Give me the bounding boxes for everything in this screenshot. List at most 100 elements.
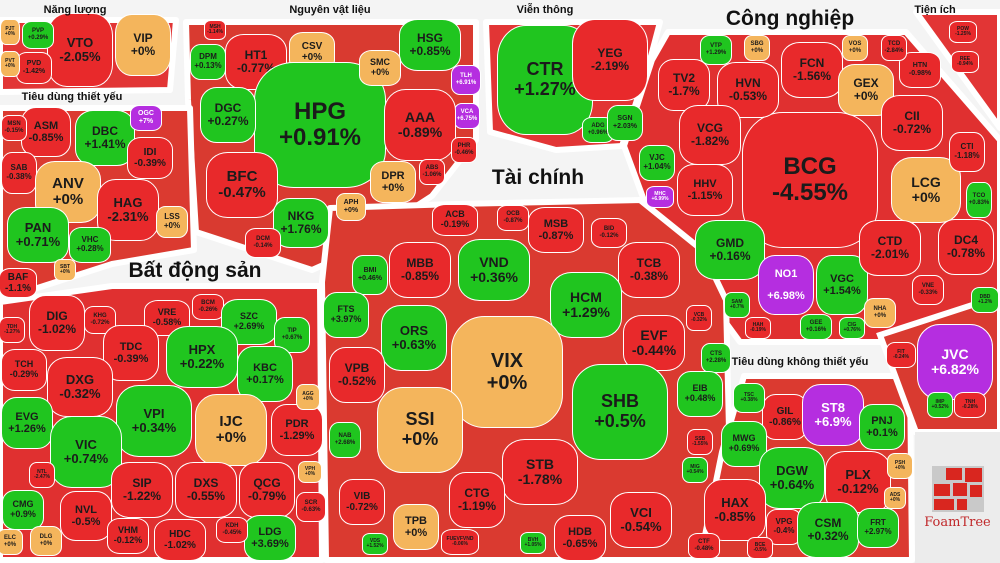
stock-cell-dgc[interactable]: DGC +0.27% (200, 87, 256, 143)
stock-cell-dgw[interactable]: DGW +0.64% (759, 447, 825, 509)
stock-cell-ntl[interactable]: NTL -2.47% (29, 462, 55, 488)
stock-cell-baf[interactable]: BAF -1.1% (0, 268, 37, 298)
stock-cell-ors[interactable]: ORS +0.63% (381, 305, 447, 371)
stock-cell-abs[interactable]: ABS -1.06% (419, 159, 445, 185)
stock-cell-acb[interactable]: ACB -0.19% (432, 204, 478, 236)
stock-cell-phr[interactable]: PHR -0.46% (451, 137, 477, 163)
stock-cell-msh[interactable]: MSH -1.14% (204, 20, 226, 40)
stock-cell-sab[interactable]: SAB -0.38% (1, 152, 37, 194)
stock-cell-tsc[interactable]: TSC +0.38% (733, 383, 765, 413)
stock-cell-evg[interactable]: EVG +1.26% (1, 397, 53, 449)
stock-cell-hcm[interactable]: HCM +1.29% (550, 272, 622, 338)
stock-cell-imp[interactable]: IMP +0.52% (927, 392, 953, 418)
stock-cell-tv2[interactable]: TV2 -1.7% (658, 59, 710, 111)
stock-cell-vph[interactable]: VPH +0% (298, 461, 322, 483)
stock-cell-vpi[interactable]: VPI +0.34% (116, 385, 192, 457)
stock-cell-lss[interactable]: LSS +0% (156, 206, 188, 238)
stock-cell-gmd[interactable]: GMD +0.16% (695, 220, 765, 280)
stock-cell-bcm[interactable]: BCM -0.26% (192, 294, 224, 320)
stock-cell-vhm[interactable]: VHM -0.12% (107, 518, 149, 554)
stock-cell-hhv[interactable]: HHV -1.15% (677, 164, 733, 216)
stock-cell-vnd[interactable]: VND +0.36% (458, 239, 530, 301)
stock-cell-cmg[interactable]: CMG +0.9% (2, 490, 44, 530)
stock-cell-dxg[interactable]: DXG -0.32% (47, 357, 113, 417)
stock-cell-vtp[interactable]: VTP +1.29% (700, 35, 732, 65)
stock-cell-evf[interactable]: EVF -0.44% (623, 315, 685, 371)
stock-cell-idi[interactable]: IDI -0.39% (127, 137, 173, 179)
stock-cell-ssi[interactable]: SSI +0% (377, 387, 463, 473)
stock-cell-vcb[interactable]: VCB -0.32% (686, 305, 712, 331)
stock-cell-hdb[interactable]: HDB -0.65% (554, 515, 606, 561)
stock-cell-vhc[interactable]: VHC +0.28% (69, 227, 111, 263)
stock-cell-fit[interactable]: FIT -0.24% (886, 342, 916, 368)
stock-cell-hpx[interactable]: HPX +0.22% (166, 326, 238, 388)
stock-cell-tco[interactable]: TCO +0.83% (966, 182, 992, 218)
stock-cell-hvn[interactable]: HVN -0.53% (717, 62, 779, 118)
stock-cell-bcg[interactable]: BCG -4.55% (742, 112, 878, 248)
stock-cell-dc4[interactable]: DC4 -0.78% (938, 219, 994, 275)
stock-cell-vos[interactable]: VOS +0% (842, 35, 868, 61)
stock-cell-sbg[interactable]: SBG +0% (744, 35, 770, 61)
stock-cell-ijc[interactable]: IJC +0% (195, 394, 267, 466)
stock-cell-scr[interactable]: SCR -0.63% (296, 492, 326, 522)
stock-cell-dbd[interactable]: DBD +1.2% (971, 287, 999, 313)
stock-cell-jvc[interactable]: JVC +6.82% (917, 324, 993, 400)
stock-cell-aaa[interactable]: AAA -0.89% (384, 89, 456, 161)
stock-cell-nvl[interactable]: NVL -0.5% (60, 491, 112, 541)
stock-cell-asm[interactable]: ASM -0.85% (21, 107, 71, 157)
stock-cell-kdh[interactable]: KDH -0.45% (216, 517, 248, 543)
stock-cell-nab[interactable]: NAB +2.68% (329, 422, 361, 458)
stock-cell-pdr[interactable]: PDR -1.29% (271, 404, 323, 456)
stock-cell-ads[interactable]: ADS +0% (884, 487, 906, 509)
stock-cell-bid[interactable]: BID -0.12% (591, 218, 627, 248)
stock-cell-elc[interactable]: ELC +0% (0, 529, 23, 555)
stock-cell-vic[interactable]: VIC +0.74% (50, 416, 122, 488)
stock-cell-cti[interactable]: CTI -1.18% (949, 132, 985, 172)
stock-cell-pan[interactable]: PAN +0.71% (7, 207, 69, 263)
stock-cell-ree[interactable]: REE -0.94% (951, 51, 979, 73)
stock-cell-ssb[interactable]: SSB -1.55% (687, 429, 713, 455)
stock-cell-mig[interactable]: MIG +0.54% (682, 457, 708, 483)
stock-cell-dig[interactable]: DIG -1.02% (29, 295, 85, 351)
stock-cell-tch[interactable]: TCH -0.29% (1, 349, 47, 391)
stock-cell-gee[interactable]: GEE +0.16% (800, 314, 832, 340)
stock-cell-pow[interactable]: POW -1.25% (949, 21, 977, 43)
stock-cell-lcg[interactable]: LCG +0% (891, 157, 961, 223)
stock-cell-hax[interactable]: HAX -0.85% (704, 479, 766, 541)
stock-cell-bmi[interactable]: BMI +0.46% (352, 255, 388, 295)
stock-cell-aph[interactable]: APH +0% (336, 193, 366, 221)
stock-cell-htn[interactable]: HTN -0.98% (899, 52, 941, 88)
stock-cell-pvt[interactable]: PVT +0% (0, 51, 20, 77)
stock-cell-sgn[interactable]: SGN +2.03% (607, 105, 643, 141)
stock-cell-fcn[interactable]: FCN -1.56% (781, 42, 843, 98)
stock-cell-nkg[interactable]: NKG +1.76% (273, 198, 329, 248)
stock-cell-cii[interactable]: CII -0.72% (881, 95, 943, 151)
stock-cell-qcg[interactable]: QCG -0.79% (239, 462, 295, 518)
stock-cell-vcg[interactable]: VCG -1.82% (679, 105, 741, 165)
stock-cell-pnj[interactable]: PNJ +0.1% (859, 404, 905, 450)
stock-cell-frt[interactable]: FRT +2.97% (857, 508, 899, 548)
stock-cell-msn[interactable]: MSN -0.15% (1, 115, 27, 141)
stock-cell-ldg[interactable]: LDG +3.69% (244, 515, 296, 561)
stock-cell-vpb[interactable]: VPB -0.52% (329, 347, 385, 403)
stock-cell-tdh[interactable]: TDH -1.27% (0, 317, 25, 343)
stock-cell-smc[interactable]: SMC +0% (359, 50, 401, 86)
stock-cell-vib[interactable]: VIB -0.72% (339, 479, 385, 525)
stock-cell-dlg[interactable]: DLG +0% (30, 526, 62, 556)
stock-cell-tcd[interactable]: TCD -2.84% (881, 35, 907, 61)
stock-cell-msb[interactable]: MSB -0.87% (528, 207, 584, 253)
stock-cell-vci[interactable]: VCI -0.54% (610, 492, 672, 548)
stock-cell-ocb[interactable]: OCB -0.87% (497, 205, 529, 231)
stock-cell-dpr[interactable]: DPR +0% (370, 161, 416, 203)
stock-cell-fuevfvnd[interactable]: FUEVFVND -0.06% (441, 529, 479, 555)
stock-cell-mbb[interactable]: MBB -0.85% (389, 242, 451, 298)
stock-cell-vds[interactable]: VDS +1.52% (362, 533, 388, 555)
stock-cell-anv[interactable]: ANV +0% (35, 161, 101, 223)
stock-cell-hah[interactable]: HAH -0.19% (745, 317, 771, 339)
stock-cell-ctf[interactable]: CTF -0.48% (688, 533, 720, 559)
stock-cell-tpb[interactable]: TPB +0% (393, 504, 439, 550)
stock-cell-vjc[interactable]: VJC +1.04% (639, 145, 675, 181)
stock-cell-vix[interactable]: VIX +0% (451, 316, 563, 428)
stock-cell-vca[interactable]: VCA +6.75% (454, 103, 480, 129)
stock-cell-hdc[interactable]: HDC -1.02% (154, 519, 206, 561)
